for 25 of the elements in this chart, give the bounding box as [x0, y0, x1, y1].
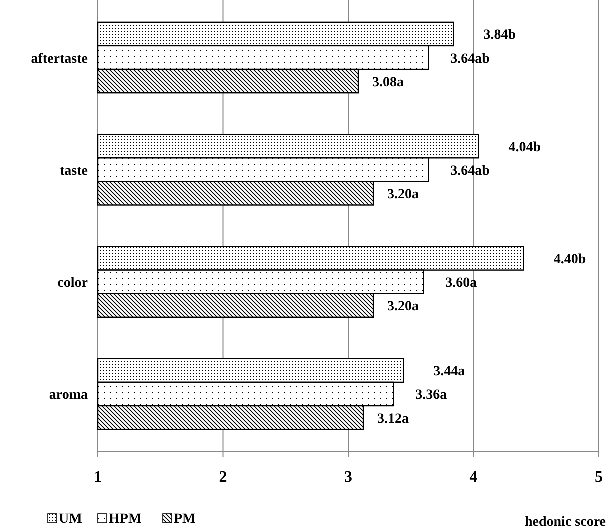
data-label: 3.08a [372, 75, 404, 90]
x-tick-label: 1 [94, 469, 102, 486]
x-tick-label: 5 [595, 469, 603, 486]
data-label: 3.64ab [450, 52, 490, 67]
legend-label: PM [174, 512, 196, 527]
y-tick-label: aroma [49, 388, 88, 404]
data-label: 3.20a [388, 300, 420, 315]
data-label: 3.12a [378, 412, 410, 427]
x-tick-label: 4 [470, 469, 478, 486]
y-tick-label: taste [60, 164, 88, 179]
data-label: 3.44a [434, 364, 466, 380]
x-axis-title: hedonic score [524, 515, 606, 530]
data-label: 4.40b [554, 252, 586, 268]
x-tick-label: 2 [219, 469, 228, 486]
data-label: 3.84b [484, 28, 516, 44]
y-tick-label: color [58, 276, 88, 292]
x-tick-label: 3 [344, 469, 352, 486]
data-label: 4.04b [508, 140, 542, 156]
data-label: 3.20a [388, 187, 420, 202]
legend-label: UM [59, 512, 82, 527]
legend-label: HPM [109, 512, 142, 527]
data-label: 3.60a [446, 276, 478, 292]
data-label: 3.36a [416, 388, 448, 404]
data-label: 3.64ab [450, 164, 490, 179]
y-tick-label: aftertaste [31, 52, 88, 67]
